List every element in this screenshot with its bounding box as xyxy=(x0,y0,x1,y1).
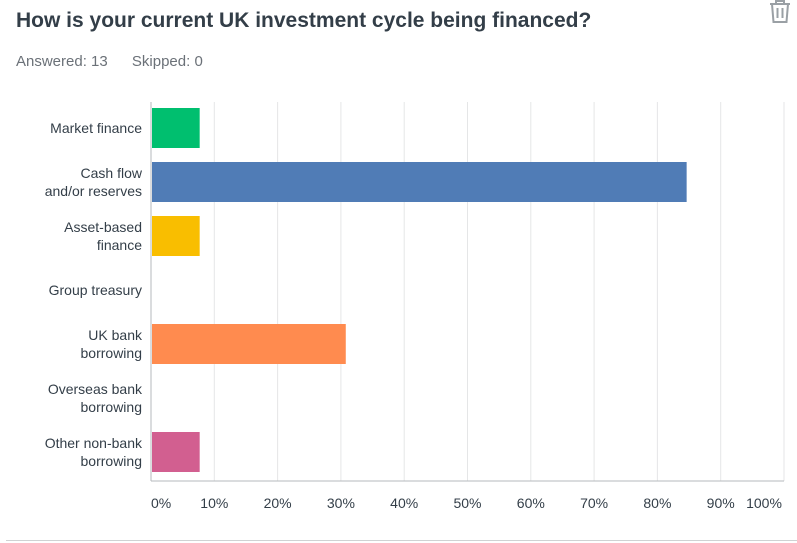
x-tick-label: 50% xyxy=(453,495,481,511)
category-label: UK bank borrowing xyxy=(81,327,143,361)
bar[interactable] xyxy=(152,432,200,472)
category-label: Group treasury xyxy=(49,282,142,298)
x-tick-label: 90% xyxy=(707,495,735,511)
x-tick-label: 40% xyxy=(390,495,418,511)
x-tick-label: 20% xyxy=(264,495,292,511)
x-tick-label: 100% xyxy=(746,495,782,511)
x-tick-label: 10% xyxy=(200,495,228,511)
x-tick-label: 70% xyxy=(580,495,608,511)
x-tick-label: 30% xyxy=(327,495,355,511)
trash-icon[interactable] xyxy=(767,0,793,24)
category-label: Other non-bank borrowing xyxy=(45,435,143,469)
category-label: Asset-based finance xyxy=(64,219,142,253)
bottom-divider xyxy=(6,540,797,541)
category-label: Market finance xyxy=(50,120,142,136)
x-tick-label: 60% xyxy=(517,495,545,511)
category-label: Overseas bank borrowing xyxy=(48,381,143,415)
bar[interactable] xyxy=(152,162,687,202)
bar[interactable] xyxy=(152,324,346,364)
answered-count: Answered: 13 xyxy=(16,53,108,70)
skipped-count: Skipped: 0 xyxy=(131,53,203,70)
bar[interactable] xyxy=(152,108,200,148)
x-tick-label: 80% xyxy=(643,495,671,511)
category-label: Cash flow and/or reserves xyxy=(45,165,143,199)
question-title: How is your current UK investment cycle … xyxy=(16,9,592,32)
bar[interactable] xyxy=(152,216,200,256)
response-stats: Answered: 13 Skipped: 0 xyxy=(16,53,223,70)
x-tick-label: 0% xyxy=(151,495,171,511)
